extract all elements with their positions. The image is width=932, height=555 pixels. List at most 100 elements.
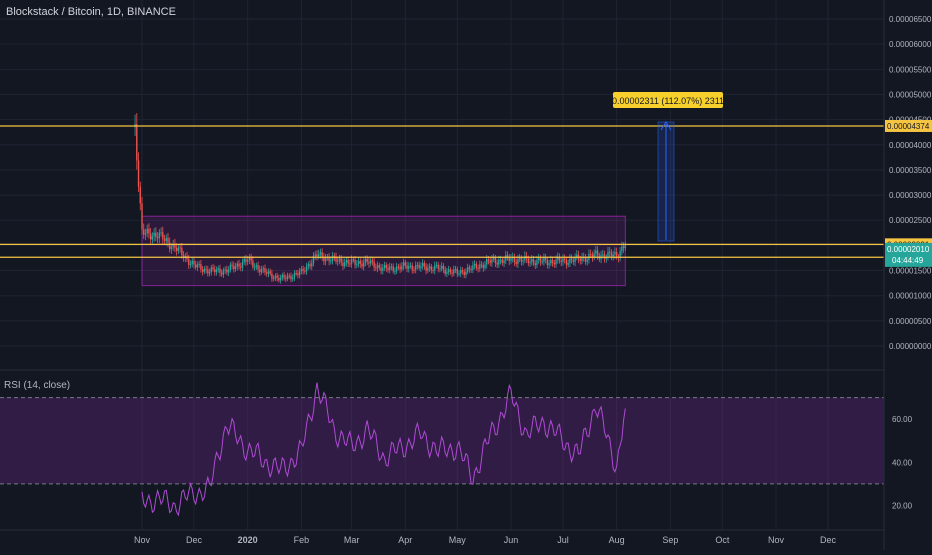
- candle: [324, 257, 327, 262]
- measure-label-bg: [613, 92, 723, 108]
- candle: [408, 266, 410, 269]
- time-tick-label: Feb: [294, 535, 310, 545]
- candle: [165, 238, 167, 241]
- time-axis[interactable]: Nov Dec 2020 Feb Mar Apr May Jun Jul Aug Sep Oct Nov…: [0, 529, 884, 545]
- candle: [376, 265, 379, 269]
- candle: [330, 260, 332, 262]
- candle: [517, 259, 519, 264]
- candle: [389, 266, 391, 270]
- candle: [212, 267, 214, 270]
- candle: [558, 256, 561, 262]
- candle: [527, 258, 530, 264]
- candle: [250, 257, 252, 261]
- candle: [366, 258, 368, 262]
- rsi-tick-label: 20.00: [892, 501, 913, 510]
- candle: [494, 257, 497, 263]
- symbol-title[interactable]: Blockstack / Bitcoin, 1D, BINANCE: [6, 6, 176, 18]
- range-box[interactable]: [141, 215, 626, 287]
- candle: [215, 269, 218, 273]
- candle: [423, 263, 426, 267]
- candle: [557, 256, 559, 260]
- price-tick-label: 0.00000000: [889, 342, 932, 351]
- candle: [196, 264, 199, 268]
- candle: [515, 261, 517, 264]
- candle: [304, 270, 306, 272]
- candle: [402, 262, 405, 267]
- candle: [357, 261, 360, 265]
- price-tick-label: 0.00001000: [889, 292, 932, 301]
- candle: [345, 260, 348, 263]
- candle: [378, 265, 381, 268]
- level-lines[interactable]: [0, 125, 884, 258]
- candle: [264, 268, 266, 273]
- candle: [432, 270, 434, 272]
- candle: [143, 229, 145, 235]
- candle: [506, 255, 509, 258]
- candle: [255, 265, 258, 267]
- candle: [350, 259, 353, 264]
- candle: [442, 265, 445, 270]
- candle: [383, 265, 386, 268]
- rsi-tick-label: 40.00: [892, 458, 913, 467]
- candle: [574, 257, 576, 262]
- candle: [503, 260, 505, 263]
- candle: [314, 254, 316, 256]
- candle: [248, 257, 251, 261]
- bar-countdown-label: 04:44:49: [892, 256, 924, 265]
- candle: [404, 262, 407, 266]
- candle: [361, 263, 363, 267]
- candle: [217, 268, 219, 270]
- candle: [487, 259, 490, 261]
- candle: [428, 266, 431, 269]
- range-box-rect[interactable]: [141, 215, 626, 287]
- time-tick-label: Oct: [715, 535, 730, 545]
- candle: [451, 272, 453, 274]
- candle: [146, 228, 148, 234]
- candle: [371, 260, 374, 262]
- candle: [461, 270, 464, 272]
- candle: [466, 267, 469, 272]
- candle: [311, 263, 313, 267]
- candle: [548, 263, 550, 265]
- candle: [155, 232, 157, 238]
- candle: [589, 253, 592, 255]
- candle: [392, 266, 394, 272]
- rsi-title[interactable]: RSI (14, close): [4, 380, 71, 391]
- candle: [195, 264, 197, 268]
- candle: [188, 259, 190, 265]
- candle: [288, 275, 290, 277]
- candle: [302, 268, 304, 271]
- candle: [162, 232, 164, 240]
- candle: [411, 265, 413, 270]
- candle: [421, 263, 424, 267]
- candle: [207, 269, 209, 274]
- candle: [435, 264, 438, 266]
- candle: [567, 263, 569, 265]
- candle: [167, 238, 169, 243]
- candle: [543, 257, 545, 262]
- candle: [418, 264, 420, 269]
- candle: [576, 254, 578, 258]
- candle: [200, 264, 202, 270]
- time-tick-label: Jul: [557, 535, 569, 545]
- candle: [595, 250, 597, 254]
- rsi-pane[interactable]: 60.00 40.00 20.00: [0, 382, 913, 517]
- candle: [473, 263, 476, 266]
- candle: [309, 264, 311, 267]
- rsi-tick-label: 60.00: [892, 415, 913, 424]
- candle: [369, 260, 372, 264]
- candle: [447, 269, 450, 272]
- candle: [382, 267, 384, 271]
- candle: [203, 268, 206, 272]
- measure-tool[interactable]: 0.00002311 (112.07%) 2311: [612, 92, 724, 242]
- candle: [269, 271, 271, 274]
- candle: [380, 267, 382, 271]
- candle: [363, 262, 365, 267]
- time-tick-label: May: [449, 535, 467, 545]
- candle: [144, 233, 147, 235]
- candle: [359, 261, 361, 264]
- candle: [281, 274, 284, 278]
- candle: [520, 257, 523, 262]
